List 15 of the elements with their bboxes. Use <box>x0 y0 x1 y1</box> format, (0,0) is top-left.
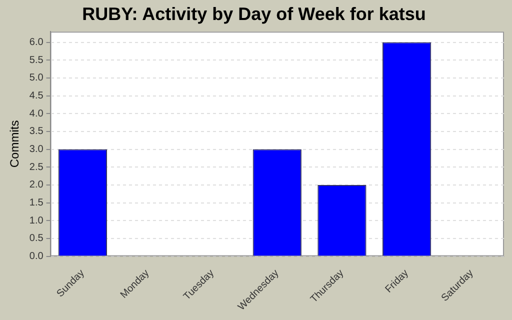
y-tick-label: 3.5 <box>29 126 44 138</box>
y-tick-label: 1.0 <box>29 215 44 226</box>
y-tick-label: 5.0 <box>29 72 44 84</box>
y-tick-label: 4.5 <box>29 90 44 102</box>
y-axis-title: Commits <box>8 120 22 168</box>
y-tick-label: 4.0 <box>29 108 44 120</box>
y-tick-label: 1.5 <box>29 198 44 209</box>
y-tick-label: 5.5 <box>29 54 44 66</box>
y-tick-label: 2.5 <box>29 162 44 173</box>
y-tick-label: 0.0 <box>29 251 44 262</box>
chart-title: RUBY: Activity by Day of Week for katsu <box>82 4 426 24</box>
y-tick-label: 2.0 <box>29 180 44 191</box>
y-tick-label: 0.5 <box>29 233 44 244</box>
y-tick-label: 3.0 <box>29 144 44 156</box>
y-tick-label: 6.0 <box>29 37 44 48</box>
